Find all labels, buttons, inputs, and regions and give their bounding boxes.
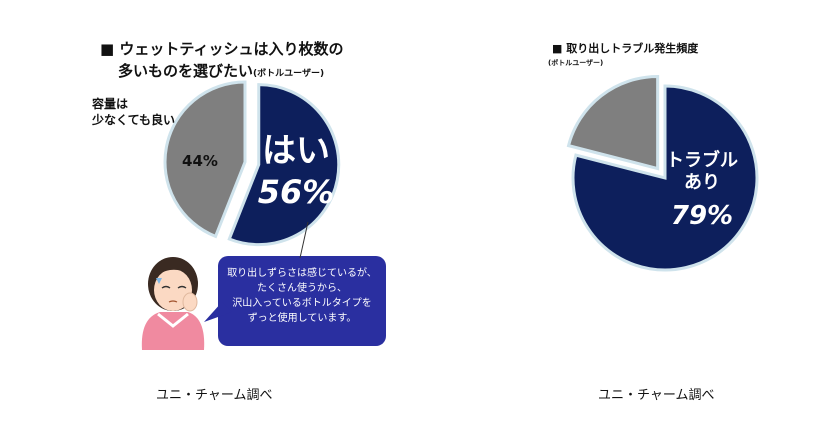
right-slice-trouble-label-line1: トラブル <box>666 149 738 171</box>
left-slice-yes-label: はい <box>262 131 330 171</box>
right-chart-source: ユニ・チャーム調べ <box>598 388 715 403</box>
chart1-slice-1 <box>566 75 660 171</box>
left-slice-no-outside-label: 容量は 少なくても良い <box>92 96 175 128</box>
left-slice-no-label-line1: 容量は <box>92 97 129 111</box>
left-slice-no-label-line2: 少なくても良い <box>92 113 176 127</box>
right-slice-trouble-value: 79% <box>671 201 733 231</box>
worried-woman-icon <box>141 257 205 350</box>
callout-line-3: ずっと使用しています。 <box>248 311 357 324</box>
left-chart-panel: ■ ウェットティッシュは入り枚数の 多いものを選びたい(ボトルユーザー) はい 5… <box>92 40 386 403</box>
left-chart-title-note: (ボトルユーザー) <box>253 69 325 79</box>
left-slice-yes-value: 56% <box>258 173 335 211</box>
left-chart-source: ユニ・チャーム調べ <box>156 388 273 403</box>
right-chart-title-note: (ボトルユーザー) <box>548 59 604 67</box>
left-slice-no-value: 44% <box>182 152 218 170</box>
right-chart-title-line1: ■ 取り出しトラブル発生頻度 <box>552 42 699 55</box>
left-chart-title-main: 多いものを選びたい <box>118 62 254 80</box>
callout-line-1: たくさん使うから、 <box>257 281 347 294</box>
chart1-slice-0 <box>571 84 759 272</box>
left-chart-title-line2: 多いものを選びたい(ボトルユーザー) <box>118 60 324 81</box>
callout-line-2: 沢山入っているボトルタイプを <box>232 296 372 309</box>
chart0-slice-0 <box>227 83 341 247</box>
left-chart-title-line1: ■ ウェットティッシュは入り枚数の <box>100 40 344 58</box>
callout-bubble: 取り出しずらさは感じているが、たくさん使うから、沢山入っているボトルタイプをずっ… <box>204 221 386 346</box>
right-chart-panel: ■ 取り出しトラブル発生頻度 (ボトルユーザー) トラブル あり 79% ユニ・チャ… <box>420 0 840 430</box>
right-slice-trouble-label-line2: あり <box>684 172 720 193</box>
chart0-slice-1 <box>163 80 247 239</box>
callout-line-0: 取り出しずらさは感じているが、 <box>227 266 377 279</box>
